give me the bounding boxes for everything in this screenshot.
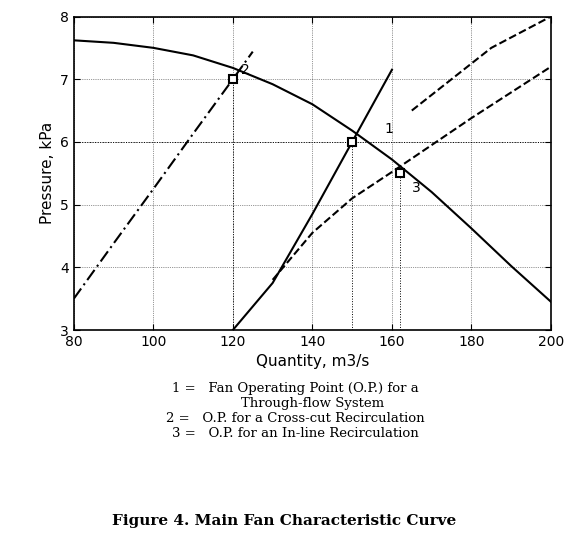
Text: Figure 4. Main Fan Characteristic Curve: Figure 4. Main Fan Characteristic Curve [112,514,456,528]
Text: 3: 3 [412,181,420,195]
Y-axis label: Pressure, kPa: Pressure, kPa [40,122,55,224]
Text: 1: 1 [384,122,393,136]
Text: 2: 2 [241,63,249,76]
Text: 1 =   Fan Operating Point (O.P.) for a
        Through-flow System
2 =   O.P. fo: 1 = Fan Operating Point (O.P.) for a Thr… [166,382,425,440]
X-axis label: Quantity, m3/s: Quantity, m3/s [256,354,369,370]
